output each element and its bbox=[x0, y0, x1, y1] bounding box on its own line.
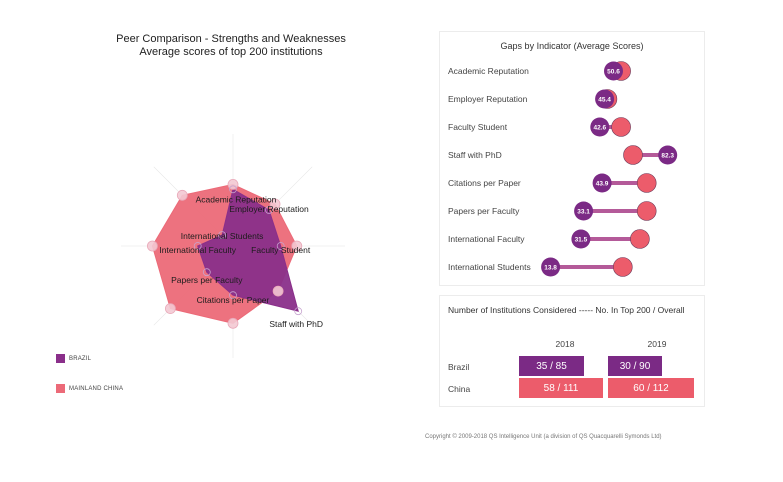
radar-point-brazil-international-students bbox=[218, 231, 227, 240]
gaps-point-china-international-students bbox=[613, 257, 633, 277]
radar-point-brazil-citations-per-paper bbox=[229, 291, 237, 300]
radar-axis-label-employer-reputation: Employer Reputation bbox=[229, 204, 309, 214]
gaps-value-label-brazil-citations-per-paper: 43.9 bbox=[596, 181, 609, 188]
gaps-point-brazil-international-faculty bbox=[571, 229, 591, 249]
gaps-category-label-international-faculty: International Faculty bbox=[448, 234, 525, 244]
gaps-category-label-staff-with-phd: Staff with PhD bbox=[448, 150, 502, 160]
radar-point-mainland-china-citations-per-paper bbox=[227, 317, 239, 329]
radar-point-brazil-academic-reputation bbox=[229, 185, 237, 194]
gaps-category-label-employer-reputation: Employer Reputation bbox=[448, 94, 528, 104]
radar-point-brazil-papers-per-faculty bbox=[202, 268, 211, 277]
copyright-text: Copyright © 2009-2018 QS Intelligence Un… bbox=[425, 434, 662, 440]
gaps-value-label-brazil-international-faculty: 31.5 bbox=[575, 237, 588, 244]
gaps-point-brazil-academic-reputation bbox=[604, 61, 623, 81]
gaps-value-label-brazil-staff-with-phd: 82.3 bbox=[661, 153, 674, 160]
cell-china-2018: 58 / 111 bbox=[519, 378, 603, 398]
legend-label-brazil: BRAZIL bbox=[69, 355, 92, 362]
radar-axis-label-faculty-student: Faculty Student bbox=[251, 245, 311, 255]
gaps-point-china-international-faculty bbox=[630, 229, 650, 249]
legend-label-china: MAINLAND CHINA bbox=[69, 385, 124, 392]
gaps-value-label-brazil-faculty-student: 42.6 bbox=[593, 125, 606, 132]
gaps-chart-panel: Gaps by Indicator (Average Scores) Acade… bbox=[439, 31, 705, 286]
gaps-point-brazil-citations-per-paper bbox=[592, 173, 612, 193]
cell-brazil-2019: 30 / 90 bbox=[608, 356, 662, 376]
column-header-2019: 2019 bbox=[647, 339, 667, 349]
gaps-point-brazil-employer-reputation bbox=[595, 89, 615, 109]
radar-point-brazil-international-faculty bbox=[193, 242, 202, 250]
cell-china-2019: 60 / 112 bbox=[608, 378, 694, 398]
row-label-brazil: Brazil bbox=[448, 362, 470, 372]
legend-swatch-brazil bbox=[56, 354, 65, 363]
gaps-point-brazil-staff-with-phd bbox=[658, 145, 678, 165]
radar-chart-subtitle: Average scores of top 200 institutions bbox=[139, 46, 323, 58]
gaps-point-china-staff-with-phd bbox=[623, 145, 643, 165]
legend-swatch-china bbox=[56, 384, 65, 393]
institutions-table-title: Number of Institutions Considered ----- … bbox=[448, 305, 685, 315]
radar-point-mainland-china-faculty-student bbox=[291, 240, 303, 252]
radar-point-mainland-china-employer-reputation bbox=[269, 198, 281, 210]
cell-brazil-2018: 35 / 85 bbox=[519, 356, 584, 376]
gaps-category-label-international-students: International Students bbox=[448, 262, 531, 272]
gaps-chart-title: Gaps by Indicator (Average Scores) bbox=[500, 41, 644, 51]
gaps-point-brazil-international-students bbox=[541, 257, 561, 277]
gaps-category-label-academic-reputation: Academic Reputation bbox=[448, 66, 529, 76]
gaps-chart: Academic Reputation 50.6 Employer Reputati… bbox=[448, 61, 678, 277]
institutions-table-panel: Number of Institutions Considered ----- … bbox=[439, 295, 705, 407]
gaps-point-china-faculty-student bbox=[611, 117, 631, 137]
gaps-point-brazil-papers-per-faculty bbox=[574, 201, 594, 221]
radar-axis-label-academic-reputation: Academic Reputation bbox=[196, 194, 277, 204]
gaps-point-brazil-faculty-student bbox=[590, 117, 610, 137]
radar-point-mainland-china-staff-with-phd bbox=[272, 285, 284, 297]
gaps-value-label-brazil-international-students: 13.8 bbox=[544, 265, 557, 272]
radar-axis-label-international-students: International Students bbox=[181, 231, 264, 241]
radar-point-mainland-china-international-students bbox=[176, 189, 188, 201]
gaps-point-china-citations-per-paper bbox=[636, 173, 657, 193]
gaps-category-label-papers-per-faculty: Papers per Faculty bbox=[448, 206, 520, 216]
radar-point-mainland-china-international-faculty bbox=[147, 240, 158, 252]
gaps-category-label-citations-per-paper: Citations per Paper bbox=[448, 178, 521, 188]
radar-chart-panel: Peer Comparison - Strengths and Weakness… bbox=[36, 28, 426, 406]
gaps-point-china-papers-per-faculty bbox=[636, 201, 657, 221]
radar-axis-label-staff-with-phd: Staff with PhD bbox=[269, 319, 323, 329]
radar-axis-label-citations-per-paper: Citations per Paper bbox=[197, 295, 270, 305]
legend-item-china[interactable]: MAINLAND CHINA bbox=[56, 384, 123, 393]
radar-point-brazil-faculty-student bbox=[276, 242, 285, 250]
radar-area-brazil bbox=[197, 188, 299, 312]
radar-point-mainland-china-papers-per-faculty bbox=[164, 303, 176, 315]
radar-axis-label-international-faculty: International Faculty bbox=[159, 245, 236, 255]
gaps-value-label-brazil-papers-per-faculty: 33.1 bbox=[577, 209, 590, 216]
legend-item-brazil[interactable]: BRAZIL bbox=[56, 354, 91, 363]
gaps-value-label-brazil-academic-reputation: 50.6 bbox=[607, 69, 620, 76]
gaps-category-label-faculty-student: Faculty Student bbox=[448, 122, 508, 132]
row-label-china: China bbox=[448, 384, 471, 394]
radar-point-brazil-employer-reputation bbox=[265, 206, 273, 214]
radar-chart-title: Peer Comparison - Strengths and Weakness… bbox=[116, 33, 346, 45]
radar-point-brazil-staff-with-phd bbox=[294, 307, 303, 316]
radar-chart-title-block: Peer Comparison - Strengths and Weakness… bbox=[36, 33, 426, 59]
gaps-value-label-brazil-employer-reputation: 45.4 bbox=[598, 97, 611, 104]
column-header-2018: 2018 bbox=[555, 339, 575, 349]
radar-axis-label-papers-per-faculty: Papers per Faculty bbox=[171, 275, 243, 285]
